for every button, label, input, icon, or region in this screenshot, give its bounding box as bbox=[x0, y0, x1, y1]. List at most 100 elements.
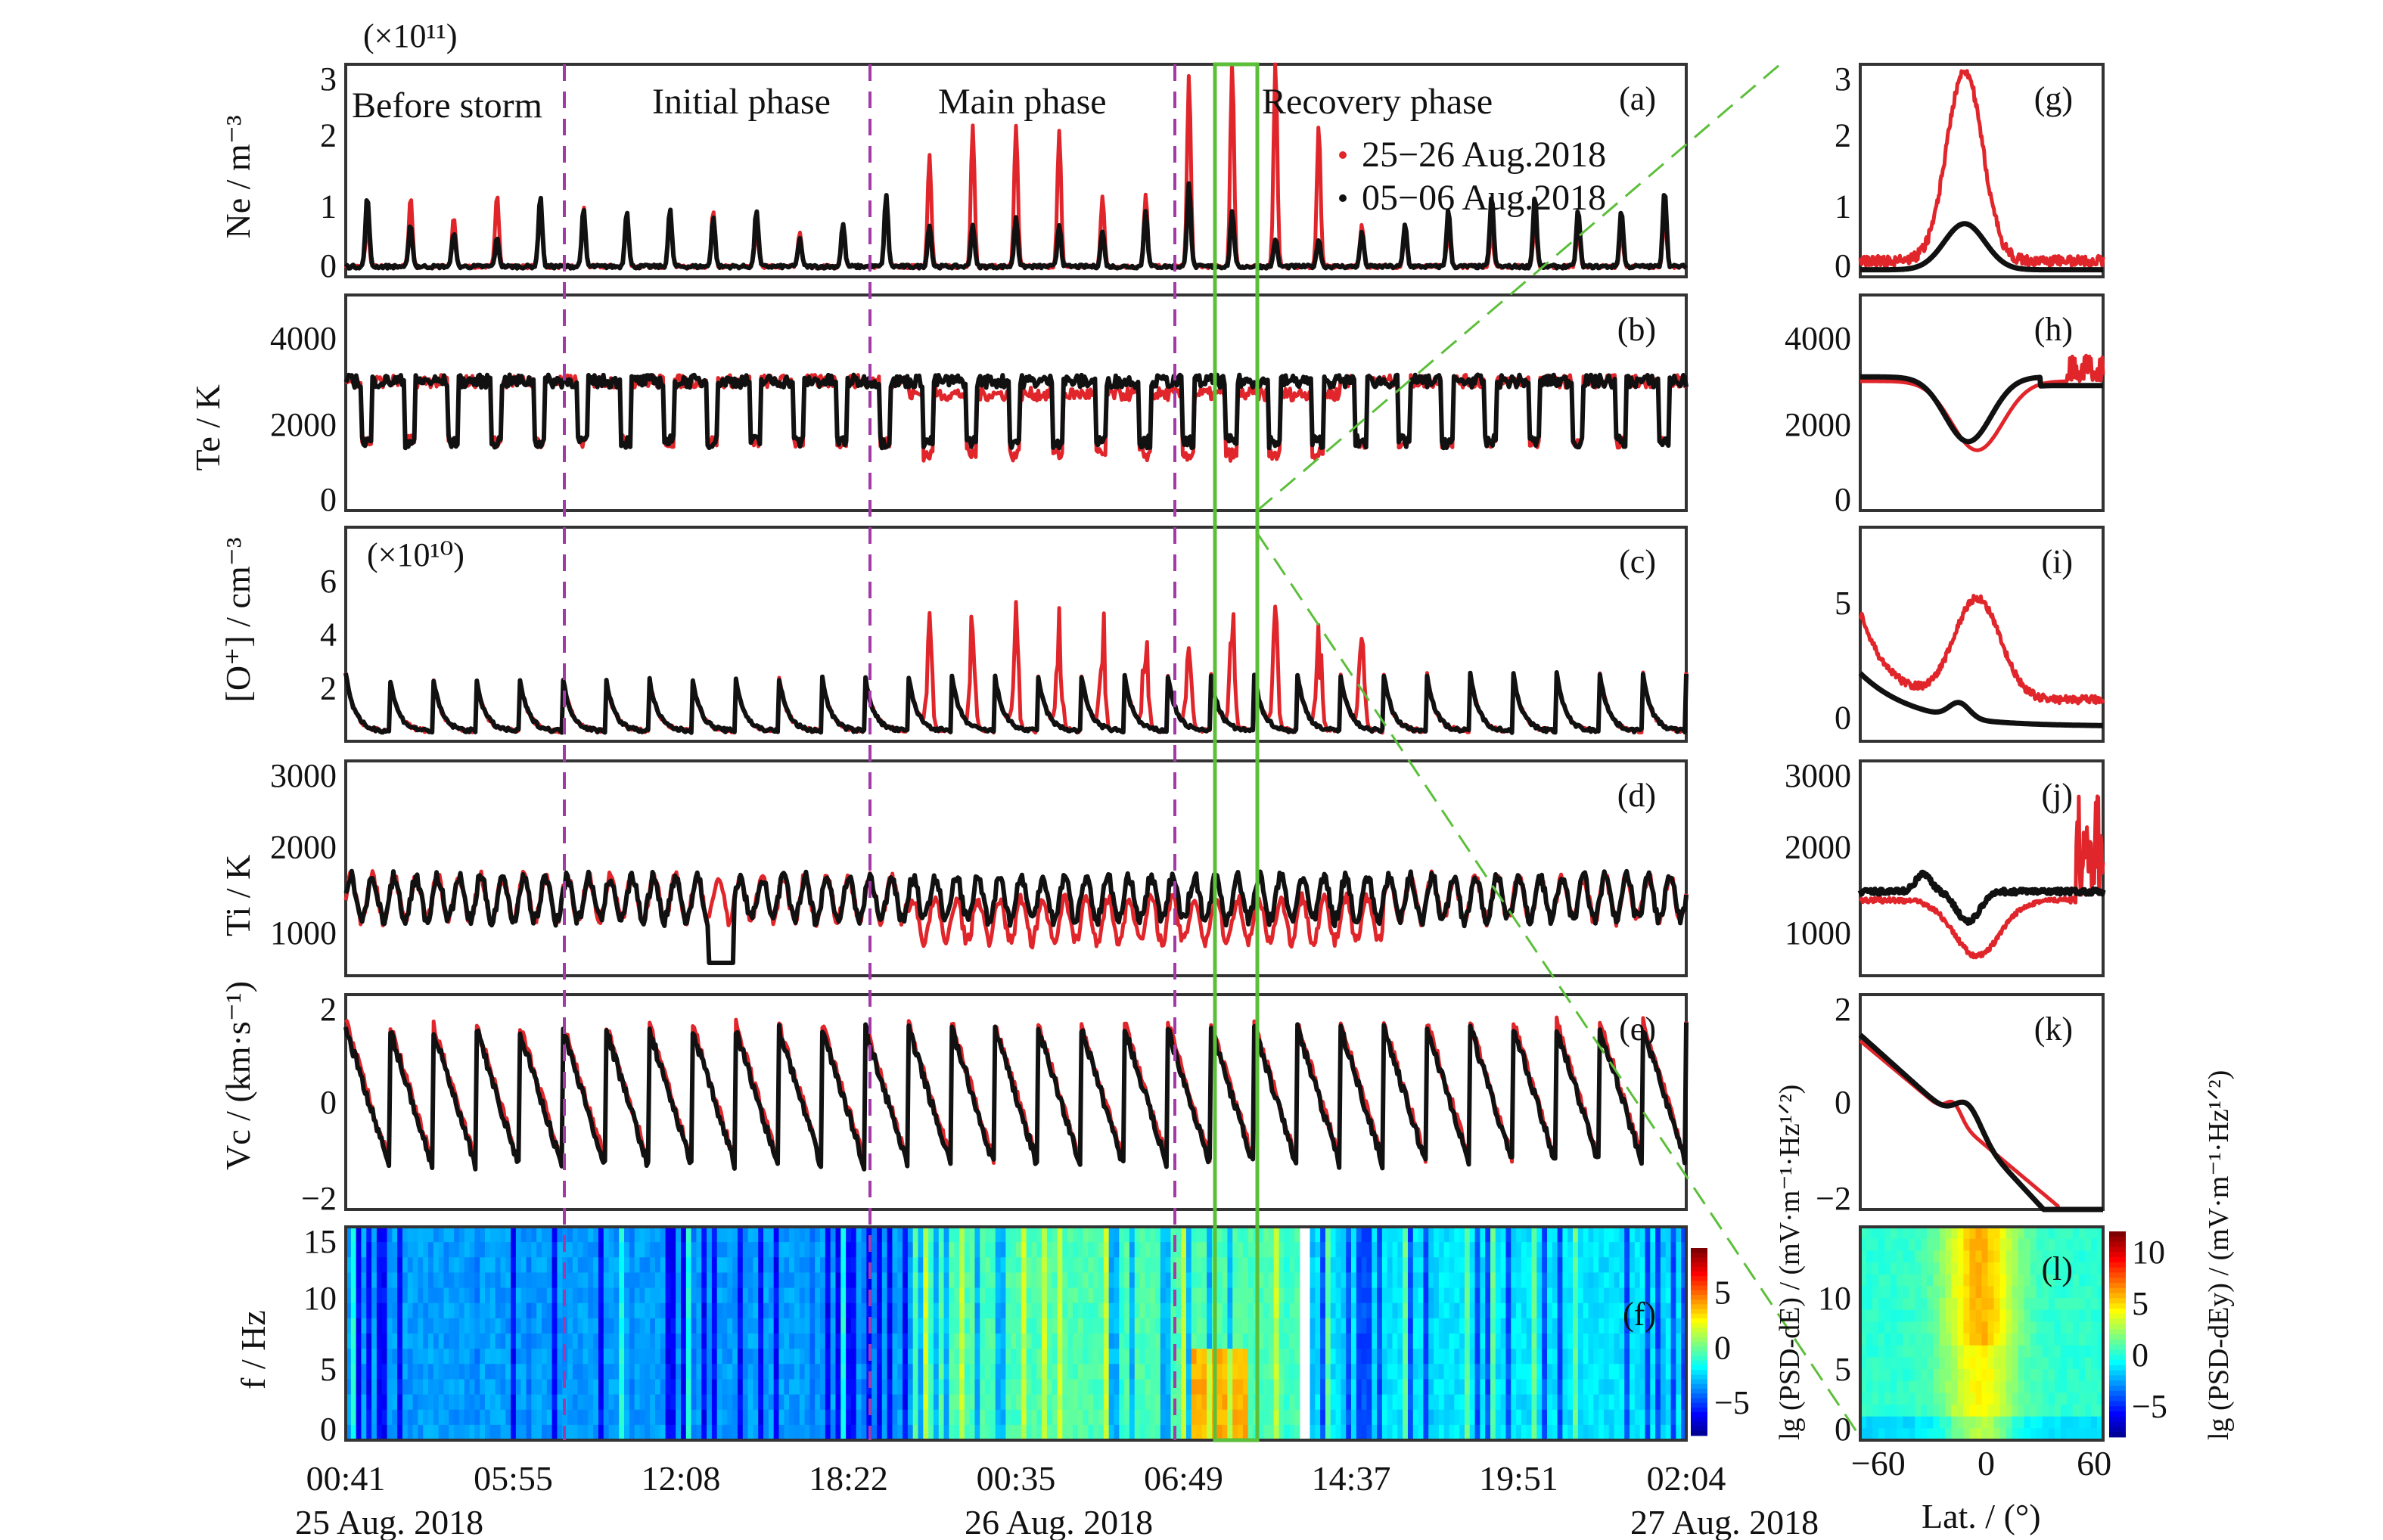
spectrogram-cell bbox=[1185, 1318, 1192, 1334]
spectrogram-cell bbox=[907, 1424, 914, 1441]
spectrogram-cell bbox=[412, 1257, 419, 1274]
spectrogram-cell bbox=[593, 1318, 599, 1334]
spectrogram-cell bbox=[593, 1409, 599, 1426]
spectrogram-cell bbox=[1608, 1287, 1615, 1304]
spectrogram-cell bbox=[856, 1349, 862, 1365]
spectrogram-cell bbox=[804, 1302, 810, 1319]
spectrogram-cell bbox=[1042, 1302, 1048, 1319]
spectrogram-cell bbox=[511, 1394, 517, 1411]
spectrogram-l-cell bbox=[2096, 1238, 2104, 1251]
spectrogram-cell bbox=[1145, 1272, 1151, 1289]
spectrogram-cell bbox=[907, 1409, 914, 1426]
spectrogram-cell bbox=[1067, 1379, 1073, 1396]
spectrogram-cell bbox=[1315, 1394, 1321, 1411]
spectrogram-l-cell bbox=[2006, 1393, 2013, 1405]
spectrogram-cell bbox=[670, 1424, 676, 1441]
spectrogram-l-cell bbox=[2042, 1274, 2049, 1287]
spectrogram-cell bbox=[1320, 1379, 1326, 1396]
spectrogram-cell bbox=[732, 1242, 738, 1258]
spectrogram-cell bbox=[557, 1257, 563, 1274]
spectrogram-l-cell bbox=[1981, 1369, 1989, 1382]
spectrogram-cell bbox=[1072, 1227, 1079, 1243]
spectrogram-cell bbox=[840, 1409, 847, 1426]
panel-b-ytick: 0 bbox=[320, 481, 337, 518]
spectrogram-cell bbox=[1387, 1227, 1393, 1243]
spectrogram-cell bbox=[1377, 1272, 1383, 1289]
spectrogram-cell bbox=[1098, 1287, 1105, 1304]
spectrogram-l-cell bbox=[1927, 1309, 1934, 1322]
spectrogram-cell bbox=[1443, 1257, 1450, 1274]
spectrogram-cell bbox=[747, 1409, 754, 1426]
spectrogram-cell bbox=[707, 1257, 713, 1274]
spectrogram-cell bbox=[969, 1272, 976, 1289]
spectrogram-cell bbox=[1077, 1424, 1084, 1441]
spectrogram-cell bbox=[1377, 1364, 1383, 1380]
spectrogram-l-cell bbox=[2042, 1286, 2049, 1299]
spectrogram-cell bbox=[557, 1394, 563, 1411]
spectrogram-cell bbox=[1670, 1409, 1676, 1426]
spectrogram-cell bbox=[1681, 1257, 1687, 1274]
spectrogram-cell bbox=[933, 1349, 940, 1365]
colorbar-l-segment bbox=[2109, 1375, 2126, 1381]
spectrogram-cell bbox=[1016, 1379, 1022, 1396]
spectrogram-cell bbox=[1634, 1257, 1641, 1274]
spectrogram-cell bbox=[1480, 1318, 1486, 1334]
spectrogram-cell bbox=[495, 1379, 502, 1396]
spectrogram-cell bbox=[928, 1242, 934, 1258]
colorbar-f-segment bbox=[1691, 1370, 1707, 1375]
spectrogram-cell bbox=[665, 1424, 671, 1441]
spectrogram-cell bbox=[1614, 1424, 1620, 1441]
spectrogram-cell bbox=[1670, 1424, 1676, 1441]
spectrogram-cell bbox=[1026, 1272, 1033, 1289]
spectrogram-l-cell bbox=[1969, 1369, 1977, 1382]
spectrogram-cell bbox=[707, 1272, 713, 1289]
spectrogram-cell bbox=[1216, 1242, 1223, 1258]
spectrogram-l-cell bbox=[1969, 1321, 1977, 1334]
spectrogram-l-cell bbox=[1921, 1416, 1928, 1429]
spectrogram-cell bbox=[784, 1379, 790, 1396]
spectrogram-l-cell bbox=[1903, 1405, 1909, 1417]
spectrogram-cell bbox=[356, 1227, 362, 1243]
spectrogram-cell bbox=[850, 1257, 857, 1274]
spectrogram-cell bbox=[583, 1424, 589, 1441]
spectrogram-l-cell bbox=[2048, 1262, 2055, 1275]
spectrogram-cell bbox=[1634, 1242, 1641, 1258]
spectrogram-cell bbox=[1207, 1257, 1213, 1274]
spectrogram-cell bbox=[990, 1227, 996, 1243]
spectrogram-l-cell bbox=[2066, 1393, 2074, 1405]
spectrogram-l-cell bbox=[1945, 1393, 1952, 1405]
spectrogram-cell bbox=[830, 1424, 837, 1441]
spectrogram-cell bbox=[1516, 1272, 1522, 1289]
spectrogram-cell bbox=[856, 1287, 862, 1304]
spectrogram-cell bbox=[1042, 1272, 1048, 1289]
spectrogram-l-cell bbox=[2012, 1274, 2019, 1287]
spectrogram-cell bbox=[943, 1302, 949, 1319]
spectrogram-cell bbox=[758, 1272, 764, 1289]
spectrogram-cell bbox=[918, 1257, 924, 1274]
spectrogram-cell bbox=[691, 1318, 698, 1334]
spectrogram-cell bbox=[1042, 1379, 1048, 1396]
spectrogram-cell bbox=[1412, 1394, 1419, 1411]
spectrogram-cell bbox=[758, 1257, 764, 1274]
spectrogram-cell bbox=[1377, 1227, 1383, 1243]
spectrogram-cell bbox=[1046, 1379, 1053, 1396]
spectrogram-cell bbox=[392, 1394, 398, 1411]
spectrogram-cell bbox=[1273, 1272, 1280, 1289]
colorbar-f-segment bbox=[1691, 1337, 1707, 1343]
spectrogram-l-cell bbox=[2042, 1369, 2049, 1382]
spectrogram-cell bbox=[1067, 1257, 1073, 1274]
spectrogram-l-cell bbox=[2072, 1369, 2080, 1382]
spectrogram-cell bbox=[825, 1424, 831, 1441]
spectrogram-cell bbox=[557, 1424, 563, 1441]
spectrogram-cell bbox=[825, 1318, 831, 1334]
spectrogram-cell bbox=[1119, 1227, 1125, 1243]
spectrogram-cell bbox=[1624, 1379, 1630, 1396]
spectrogram-cell bbox=[402, 1379, 409, 1396]
spectrogram-cell bbox=[707, 1242, 713, 1258]
spectrogram-cell bbox=[716, 1364, 723, 1380]
spectrogram-l-cell bbox=[2084, 1428, 2092, 1441]
spectrogram-l-cell bbox=[1915, 1298, 1922, 1311]
spectrogram-cell bbox=[1599, 1257, 1605, 1274]
spectrogram-cell bbox=[815, 1424, 821, 1441]
spectrogram-l-cell bbox=[1981, 1321, 1989, 1334]
